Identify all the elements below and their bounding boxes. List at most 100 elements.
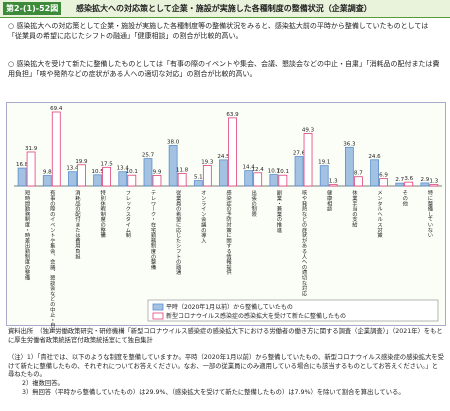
bar — [328, 184, 338, 187]
bullet-text: 感染拡大への対応策として企業・施設が実施した各種制度等の整備状況をみると、感染拡… — [8, 22, 429, 40]
value-label: 2.7 — [395, 177, 404, 183]
x-tick-label: メンタルヘルス対策 — [376, 190, 383, 239]
x-tick-label: 短時間勤務制度・時差出勤制度の整備 — [24, 189, 31, 282]
bar — [253, 172, 263, 187]
header: 第2-(1)-52図 感染拡大への対応策として企業・施設が実施した各種制度の整備… — [0, 0, 450, 18]
bar — [51, 111, 61, 187]
x-tick-label: テレワーク・在宅勤務制度の整備 — [149, 190, 156, 271]
legend-swatch — [152, 303, 164, 311]
bar — [168, 145, 178, 187]
value-label: 49.3 — [302, 127, 315, 133]
bar — [353, 176, 363, 187]
value-label: 12.4 — [252, 167, 265, 173]
bar — [420, 182, 430, 187]
bar — [93, 174, 103, 187]
value-label: 19.3 — [201, 159, 214, 165]
x-tick-label: 出張の制限 — [250, 189, 257, 218]
bullet: ○ 感染拡大への対応策として企業・施設が実施した各種制度等の整備状況をみると、感… — [8, 22, 429, 40]
x-tick-label: 休業手当の支給 — [351, 189, 358, 229]
value-label: 13.4 — [66, 166, 79, 172]
x-tick-label: 有事の際のイベントや集会、会議、懇談会などの中止・自粛 — [49, 189, 56, 335]
note: 2）複数回答。 — [22, 380, 64, 387]
legend-frame — [147, 299, 439, 322]
x-tick-label: その他 — [401, 190, 408, 208]
chart-frame — [6, 102, 446, 326]
note: 3）無回答（平時から整備していたもの）は29.9%、（感染拡大を受けて新たに整備… — [22, 389, 405, 396]
bar — [379, 178, 388, 187]
bar — [244, 170, 254, 187]
bar — [177, 173, 187, 187]
value-label: 14.4 — [243, 165, 256, 171]
value-label: 24.6 — [368, 154, 381, 160]
bar — [228, 117, 237, 187]
bar — [193, 180, 203, 187]
bar — [269, 174, 279, 187]
note: （注）1）「貴社では、以下のような制度を整備していますか。平時（2020年1月以… — [8, 354, 444, 379]
x-tick-label: 咳や発熱などの症状がある人への適切な対応 — [301, 189, 308, 298]
value-label: 9.8 — [43, 170, 52, 176]
bar — [294, 156, 304, 187]
bar — [152, 175, 162, 187]
bar — [370, 159, 379, 187]
x-tick-label: オンライン会議の導入 — [200, 190, 207, 244]
value-label: 19.9 — [75, 159, 88, 165]
value-label: 69.4 — [50, 106, 63, 112]
figure-number: 第2-(1)-52図 — [3, 2, 62, 15]
bar — [68, 171, 77, 187]
bar — [395, 182, 405, 187]
bar — [26, 151, 36, 187]
x-tick-label: 従業員の希望に応じたシフトの融通 — [175, 189, 182, 276]
value-label: 1.3 — [430, 179, 439, 185]
bullet: ○ 感染拡大を受けて新たに整備したものとしては「有事の際のイベントや集会、会議、… — [8, 60, 440, 78]
bullet-text: 感染拡大を受けて新たに整備したものとしては「有事の際のイベントや集会、会議、懇談… — [8, 60, 440, 78]
bar — [143, 158, 153, 187]
source: 資料出所 （独）労働政策研究・研修機構「新型コロナウイルス感染症の感染拡大下にお… — [8, 328, 443, 344]
value-label: 10.1 — [277, 169, 289, 175]
value-label: 13.4 — [117, 166, 130, 172]
bar — [127, 174, 137, 187]
value-label: 24.5 — [217, 154, 230, 160]
bar — [429, 184, 439, 187]
bar — [17, 167, 27, 187]
legend-label: 平時（2020年1月以前）から整備していたもの — [166, 303, 293, 311]
x-tick-label: 特に整備していない — [426, 189, 433, 238]
x-tick-label: フレックスタイム制 — [124, 190, 131, 239]
value-label: 10.1 — [126, 169, 138, 175]
x-tick-label: 感染症の予防対策に関する情報提供 — [225, 189, 232, 276]
x-tick-label: 健康相談 — [326, 189, 333, 213]
bar — [42, 175, 52, 187]
value-label: 38.0 — [167, 139, 180, 145]
value-label: 6.9 — [379, 173, 388, 179]
bar — [219, 159, 228, 187]
legend-label: 新型コロナウイルス感染症の感染拡大を受けて新たに整備したもの — [166, 312, 346, 320]
value-label: 8.7 — [354, 171, 363, 177]
value-label: 1.3 — [329, 179, 338, 185]
figure-title: 感染拡大への対応策として企業・施設が実施した各種制度の整備状況（企業調査） — [76, 4, 372, 13]
bar — [303, 133, 313, 187]
bar — [102, 166, 112, 187]
value-label: 27.6 — [293, 151, 306, 157]
x-tick-label: 消耗品の配付または費用負担 — [74, 189, 81, 260]
value-label: 16.8 — [16, 162, 29, 168]
bar — [118, 171, 128, 187]
bar — [278, 174, 288, 187]
legend-swatch — [152, 312, 164, 320]
value-label: 3.6 — [404, 176, 413, 182]
x-tick-label: 特別休暇制度の整備 — [99, 189, 106, 239]
value-label: 63.9 — [226, 112, 239, 118]
x-tick-label: 副業・兼業の推進 — [275, 189, 282, 234]
bar — [344, 146, 354, 187]
value-label: 10.7 — [268, 169, 281, 175]
value-label: 11.8 — [176, 167, 189, 173]
value-label: 31.9 — [25, 146, 38, 152]
bar — [202, 165, 212, 187]
value-label: 10.5 — [91, 169, 104, 175]
value-label: 2.9 — [421, 177, 430, 183]
bar — [77, 164, 86, 187]
value-label: 36.3 — [343, 141, 356, 147]
value-label: 19.1 — [318, 160, 330, 166]
value-label: 5.1 — [194, 175, 203, 181]
value-label: 25.7 — [142, 153, 155, 159]
